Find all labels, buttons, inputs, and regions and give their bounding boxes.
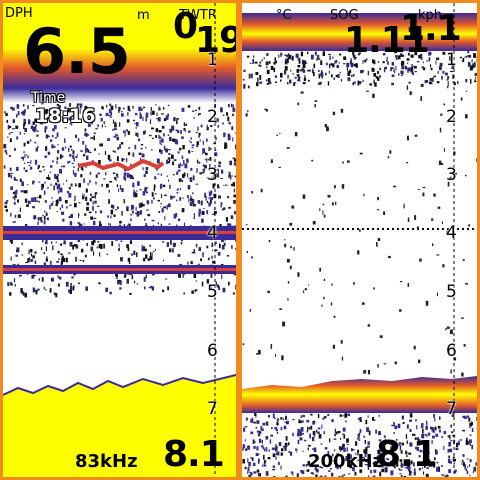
depth-tick-3: 3 (446, 165, 457, 185)
depth-scale-right: 1 2 3 4 5 6 7 (442, 3, 466, 477)
depth-tick-7: 7 (446, 399, 457, 419)
sonar-panel-200khz[interactable]: °C SOG 1.11 kph 1.1 200kHz 8.1 1 2 3 4 5… (242, 3, 477, 477)
time-label: Time (31, 90, 66, 106)
frequency-label-left: 83kHz (75, 451, 138, 472)
time-value: 18:16 (35, 105, 96, 127)
depth-unit: m (137, 8, 150, 23)
depth-tick-4: 4 (207, 223, 218, 243)
depth-tick-5: 5 (207, 282, 218, 302)
depth-tick-6: 6 (446, 341, 457, 361)
sonar-panel-83khz[interactable]: DPH 6.5 m TWTR 0 19.0 Time 18:16 83kHz 8… (3, 3, 236, 477)
twtr-value: 0 (173, 6, 198, 47)
depth-tick-1: 1 (446, 50, 457, 70)
depth-tick-6: 6 (207, 341, 218, 361)
depth-tick-1: 1 (207, 50, 218, 70)
dph-label: DPH (5, 6, 33, 21)
sog-value-overlap: 1.11 (344, 20, 430, 61)
sog-value: 1.1 (400, 8, 462, 49)
depth-scale-left: 1 2 3 4 5 6 7 (203, 3, 227, 477)
frequency-label-right: 200kHz (308, 451, 384, 472)
bottom-depth-left: 8.1 (163, 434, 225, 475)
temp-unit: °C (276, 8, 292, 23)
sog-label: SOG (330, 8, 359, 23)
depth-tick-7: 7 (207, 399, 218, 419)
speed-unit: kph (418, 8, 443, 23)
depth-tick-5: 5 (446, 282, 457, 302)
depth-tick-4: 4 (446, 223, 457, 243)
bottom-depth-right: 8.1 (376, 434, 438, 475)
depth-value: 6.5 (23, 15, 131, 88)
sonar-echogram-left (3, 3, 236, 477)
depth-tick-2: 2 (207, 107, 218, 127)
twtr-label: TWTR (179, 8, 217, 23)
depth-tick-3: 3 (207, 165, 218, 185)
sonar-echogram-right (242, 13, 477, 477)
depth-tick-2: 2 (446, 107, 457, 127)
